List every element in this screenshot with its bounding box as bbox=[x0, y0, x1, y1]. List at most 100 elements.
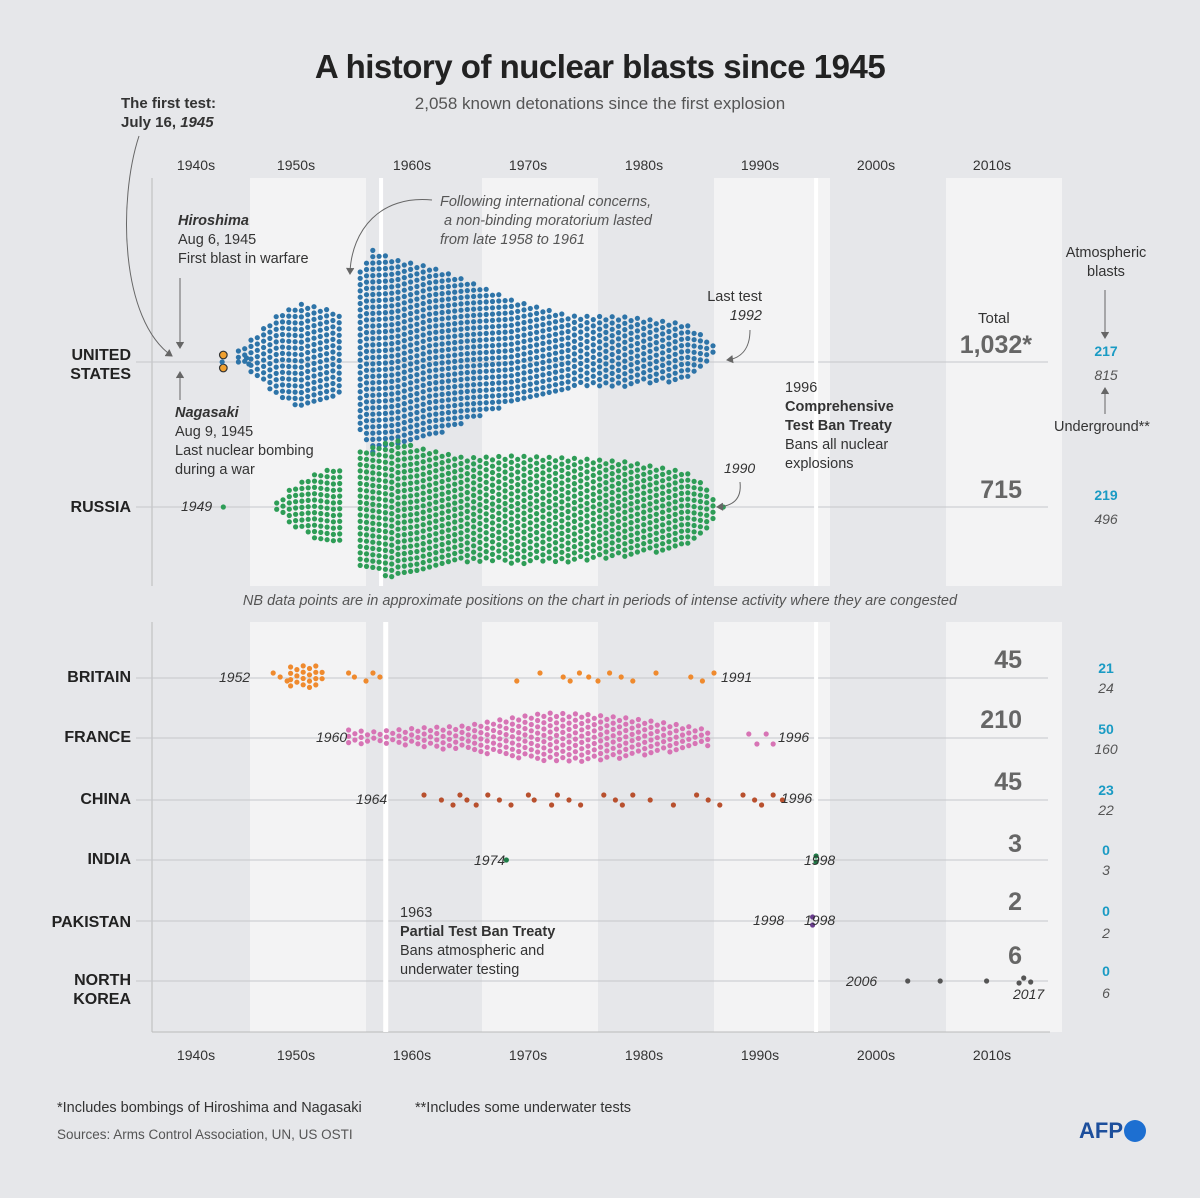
us-dot bbox=[603, 348, 609, 354]
us-dot bbox=[439, 366, 445, 372]
us-dot bbox=[521, 395, 527, 401]
us-dot bbox=[622, 327, 628, 333]
us-dot bbox=[691, 337, 697, 343]
us-dot bbox=[445, 290, 451, 296]
und-china: 22 bbox=[1098, 802, 1114, 818]
russia-dot bbox=[330, 531, 336, 538]
russia-dot bbox=[647, 532, 653, 538]
us-dot bbox=[261, 351, 267, 357]
us-dot bbox=[534, 310, 540, 316]
russia-dot bbox=[691, 516, 697, 522]
russia-dot bbox=[641, 484, 647, 490]
us-dot bbox=[401, 388, 407, 394]
russia-dot bbox=[597, 482, 603, 488]
russia-dot bbox=[521, 491, 527, 497]
russia-dot bbox=[370, 464, 376, 470]
us-dot bbox=[376, 367, 382, 373]
us-dot bbox=[521, 319, 527, 326]
russia-dot bbox=[641, 541, 647, 547]
us-dot bbox=[357, 288, 363, 294]
us-dot bbox=[273, 389, 279, 395]
underground-arrowhead bbox=[1100, 387, 1110, 395]
us-dot bbox=[426, 349, 433, 355]
russia-dot bbox=[496, 472, 502, 478]
france-dot bbox=[566, 726, 572, 733]
russia-dot bbox=[609, 540, 615, 546]
us-dot bbox=[305, 343, 311, 349]
russia-dot bbox=[515, 500, 521, 507]
russia-dot bbox=[452, 469, 458, 475]
russia-dot bbox=[274, 500, 280, 506]
us-dot bbox=[395, 415, 401, 421]
us-dot bbox=[445, 321, 451, 327]
russia-dot bbox=[376, 515, 382, 521]
us-dot bbox=[678, 343, 685, 349]
us-dot bbox=[471, 413, 477, 419]
russia-dot bbox=[628, 482, 634, 488]
france-dot bbox=[566, 752, 572, 758]
russia-dot bbox=[609, 477, 615, 483]
russia-dot bbox=[666, 526, 672, 532]
us-dot bbox=[508, 379, 514, 385]
us-dot bbox=[382, 410, 388, 416]
us-dot bbox=[408, 373, 414, 380]
russia-dot bbox=[311, 522, 318, 528]
us-dot bbox=[254, 366, 260, 372]
russia-dot bbox=[477, 464, 483, 470]
russia-dot bbox=[508, 459, 514, 465]
us-dot bbox=[660, 318, 666, 324]
us-dot bbox=[370, 386, 376, 392]
us-dot bbox=[305, 394, 311, 400]
russia-dot bbox=[414, 548, 420, 555]
us-dot bbox=[615, 367, 622, 373]
us-dot bbox=[597, 326, 603, 332]
us-dot bbox=[464, 382, 470, 388]
us-dot bbox=[515, 346, 521, 352]
russia-dot bbox=[477, 495, 483, 501]
russia-dot bbox=[653, 518, 659, 524]
us-dot bbox=[363, 336, 370, 342]
russia-dot bbox=[653, 467, 659, 473]
russia-dot bbox=[426, 507, 433, 513]
russia-dot bbox=[660, 528, 666, 534]
us-dot bbox=[305, 324, 311, 330]
britain-first-year: 1952 bbox=[219, 669, 251, 685]
france-dot bbox=[610, 714, 616, 720]
decade-bottom-1990s: 1990s bbox=[740, 1047, 780, 1063]
atmospheric-legend: Atmospheric blasts bbox=[1065, 245, 1147, 280]
us-dot bbox=[590, 361, 596, 367]
russia-dot bbox=[330, 519, 336, 525]
russia-dot bbox=[439, 478, 445, 485]
russia-dot bbox=[540, 470, 546, 476]
us-dot bbox=[330, 343, 336, 349]
russia-dot bbox=[408, 474, 414, 480]
us-dot bbox=[433, 348, 439, 354]
us-dot bbox=[691, 362, 697, 368]
us-dot bbox=[483, 356, 489, 362]
russia-dot bbox=[477, 470, 483, 476]
france-dot bbox=[490, 740, 497, 746]
russia-dot bbox=[382, 554, 388, 560]
us-dot bbox=[305, 400, 311, 406]
us-dot bbox=[685, 361, 691, 367]
us-dot bbox=[452, 339, 458, 346]
russia-dot bbox=[376, 452, 382, 458]
us-dot bbox=[565, 379, 571, 385]
russia-dot bbox=[414, 479, 420, 485]
russia-dot bbox=[515, 494, 521, 500]
france-dot bbox=[465, 744, 471, 751]
us-dot bbox=[489, 324, 496, 330]
us-dot bbox=[527, 324, 533, 330]
us-dot bbox=[515, 390, 521, 396]
us-dot bbox=[571, 370, 578, 376]
russia-dot bbox=[622, 509, 628, 515]
us-dot bbox=[370, 405, 376, 411]
france-dot bbox=[472, 740, 478, 746]
us-dot bbox=[452, 365, 458, 371]
us-dot bbox=[273, 326, 279, 332]
us-dot bbox=[483, 324, 489, 330]
us-dot bbox=[565, 354, 571, 360]
russia-dot bbox=[477, 489, 483, 495]
nb-note: NB data points are in approximate positi… bbox=[242, 593, 958, 609]
russia-dot bbox=[540, 552, 546, 558]
